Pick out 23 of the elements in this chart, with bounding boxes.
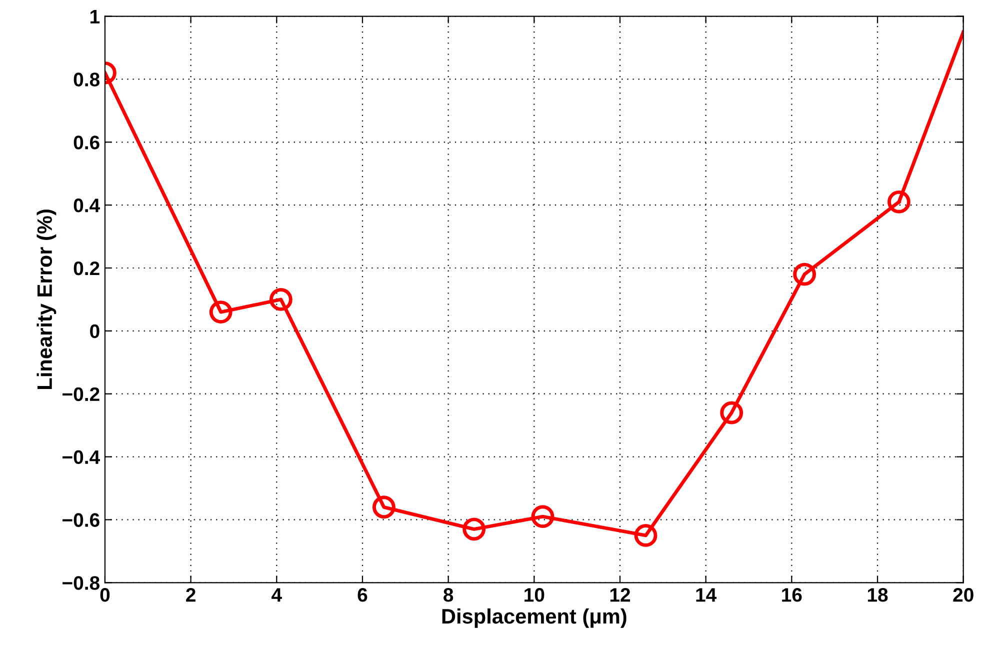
x-tick-label: 16 bbox=[782, 588, 802, 602]
y-tick-label: −0.8 bbox=[62, 576, 100, 590]
x-axis-title: Displacement (μm) bbox=[442, 608, 626, 628]
x-tick-label: 2 bbox=[186, 588, 196, 602]
x-tick-label: 10 bbox=[524, 588, 544, 602]
y-tick-label: 0.2 bbox=[74, 261, 100, 276]
x-tick-label: 4 bbox=[272, 588, 282, 602]
x-tick-label: 12 bbox=[610, 588, 630, 602]
x-tick-label: 6 bbox=[358, 588, 368, 602]
y-tick-label: 0 bbox=[90, 324, 100, 338]
x-tick-label: 18 bbox=[868, 588, 888, 602]
y-tick-label: 0.4 bbox=[74, 198, 100, 212]
y-tick-label: 1 bbox=[90, 10, 100, 24]
x-tick-label: 20 bbox=[953, 588, 974, 602]
y-tick-label: −0.4 bbox=[62, 450, 100, 464]
y-tick-label: −0.6 bbox=[62, 513, 100, 527]
y-tick-label: −0.2 bbox=[62, 387, 100, 402]
x-tick-label: 0 bbox=[100, 588, 110, 602]
y-tick-label: 0.6 bbox=[74, 136, 100, 150]
y-tick-label: 0.8 bbox=[74, 72, 100, 86]
x-tick-label: 8 bbox=[444, 588, 454, 602]
x-tick-label: 14 bbox=[696, 588, 717, 602]
y-axis-title: Linearity Error (%) bbox=[36, 210, 56, 389]
